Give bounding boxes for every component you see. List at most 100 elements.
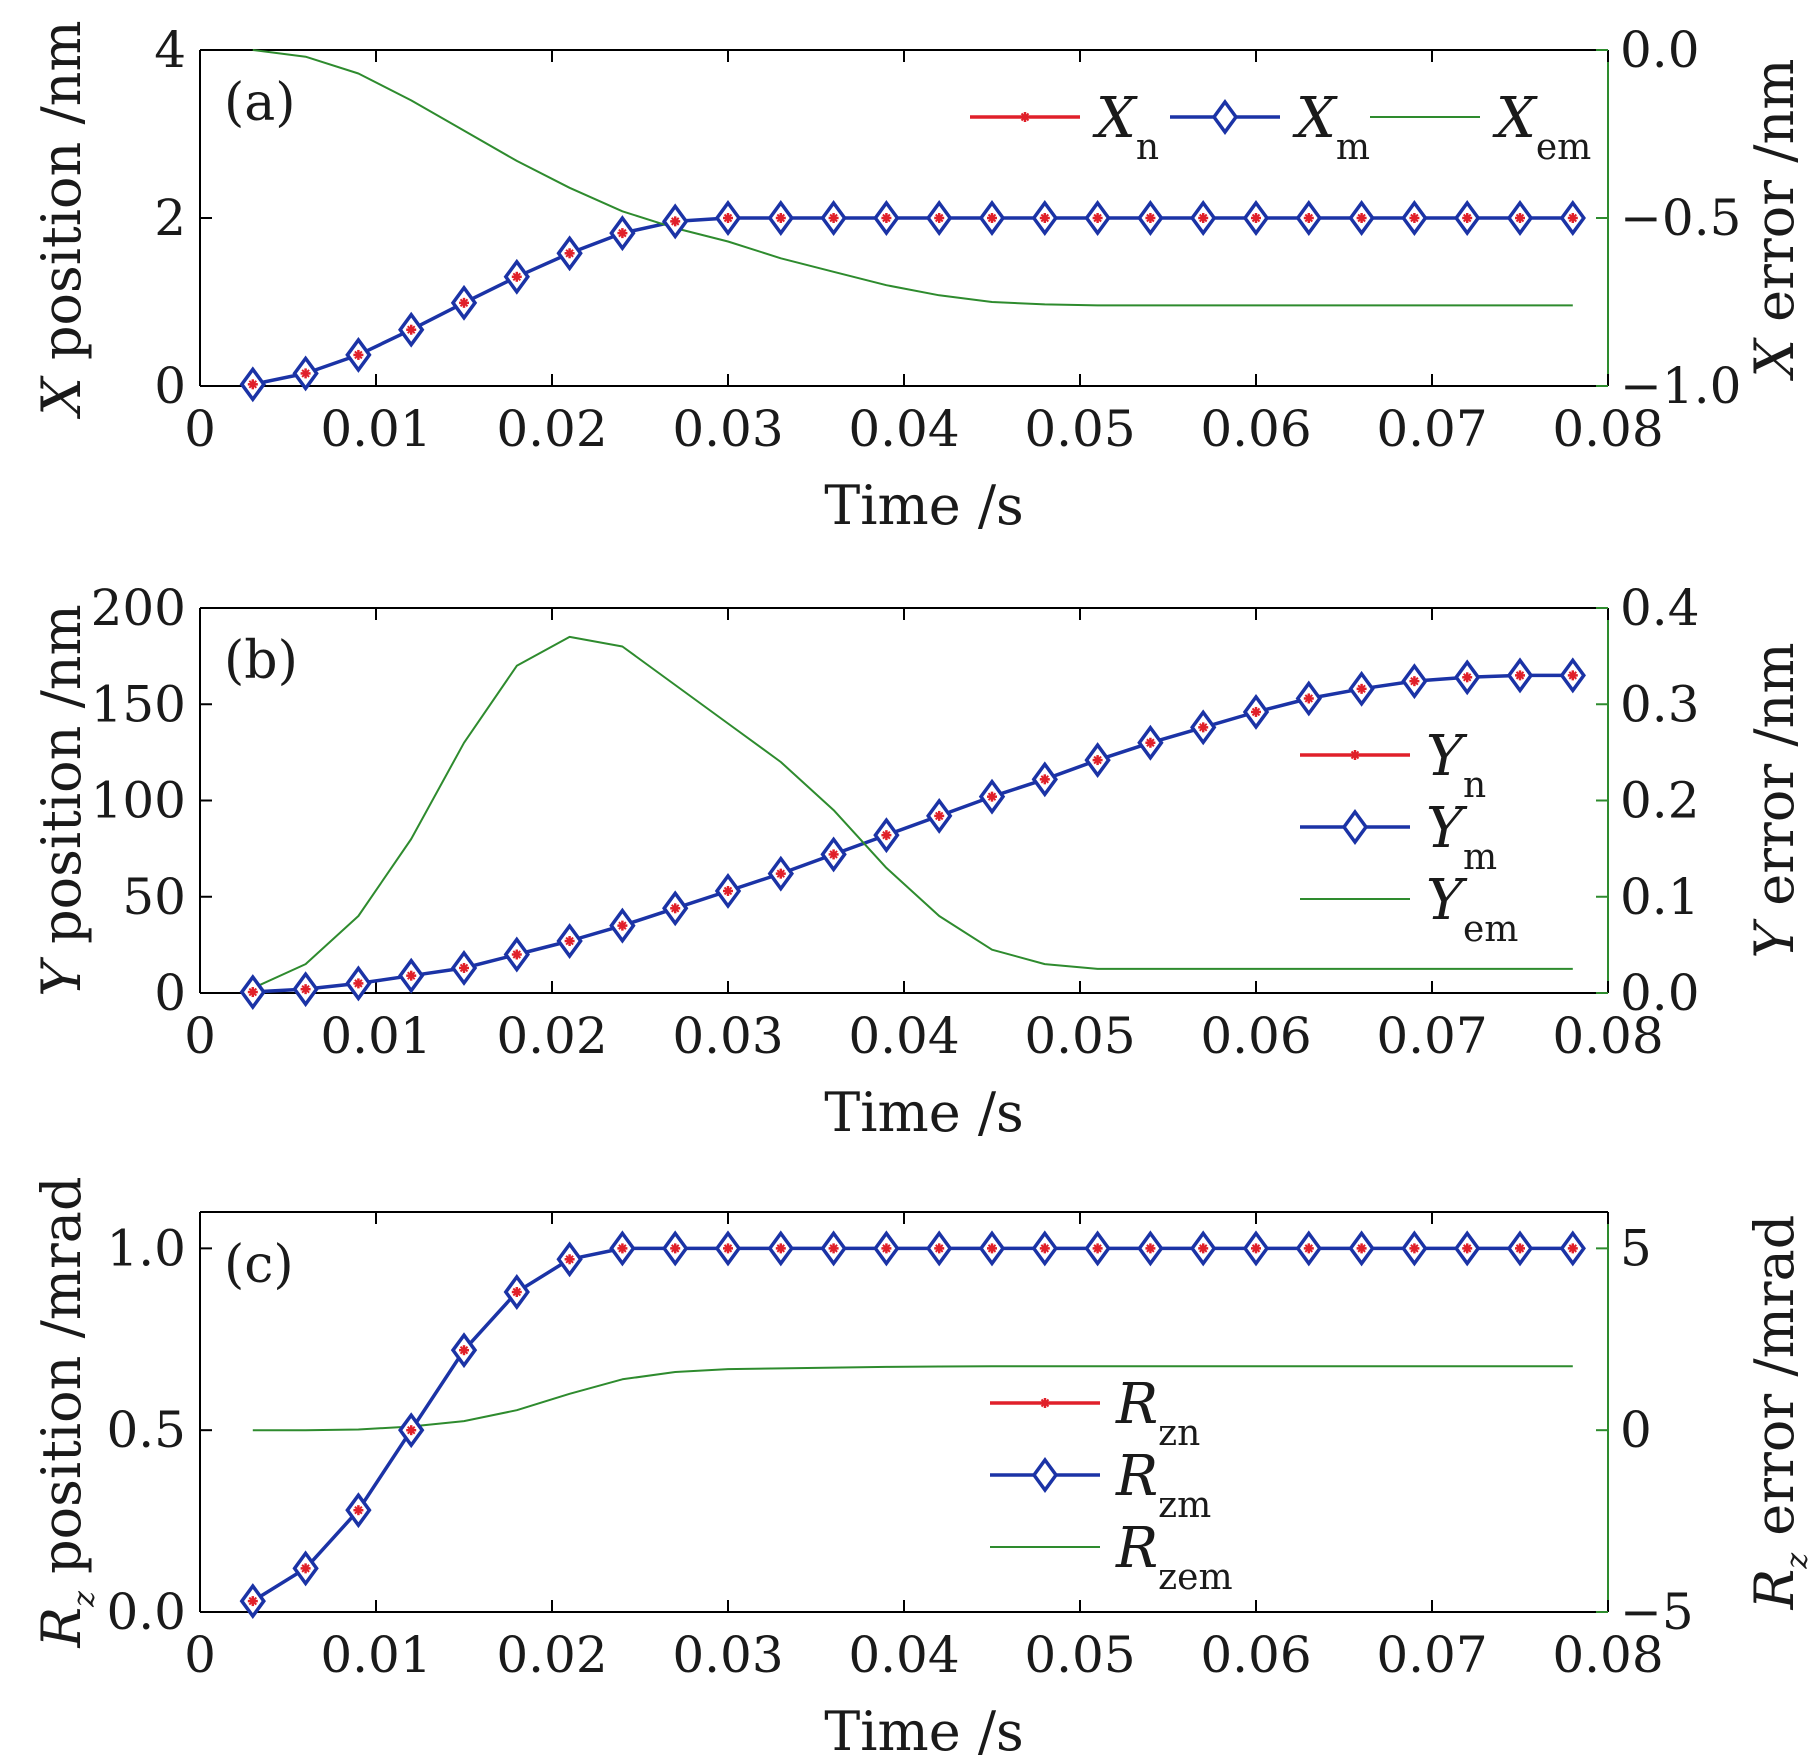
y-right-title: Rz error /mrad (1743, 1215, 1808, 1611)
data-point (1409, 213, 1420, 223)
data-point (1567, 1243, 1578, 1254)
data-point (1039, 213, 1050, 223)
data-point (934, 1243, 945, 1254)
x-tick-label: 0.03 (672, 1007, 783, 1065)
data-point (775, 1243, 786, 1254)
data-point (617, 1243, 628, 1254)
y-left-title-text: Rz position /mrad (30, 1176, 102, 1648)
data-point (1251, 213, 1261, 223)
data-point (1145, 1243, 1156, 1254)
series-line (252, 673, 1573, 994)
data-point (511, 1287, 522, 1297)
data-point (828, 213, 839, 223)
x-axis-title: Time /s (824, 1081, 1024, 1144)
legend-label: Ym (1426, 796, 1497, 878)
series-y-m (252, 673, 1573, 994)
y-left-tick-label: 100 (91, 772, 186, 830)
data-point (987, 213, 997, 223)
legend-label: Yn (1426, 724, 1486, 806)
series-x-n (252, 216, 1573, 386)
data-point (828, 849, 839, 860)
y-left-tick-label: 4 (154, 21, 186, 79)
x-tick-label: 0.04 (848, 400, 959, 458)
y-right-tick-label: 0.2 (1620, 772, 1700, 830)
y-left-tick-label: 50 (122, 868, 186, 926)
y-right-tick-label: 5 (1620, 1219, 1652, 1277)
y-left-tick-label: 0 (154, 964, 186, 1022)
series-x-m (252, 216, 1573, 387)
y-left-title: Rz position /mrad (30, 1176, 102, 1648)
data-point (406, 324, 417, 335)
series-line (252, 49, 1573, 307)
data-point (247, 1596, 258, 1607)
series-r-zm (251, 1246, 1573, 1603)
y-left-tick-label: 200 (91, 579, 186, 637)
data-point (1303, 693, 1314, 704)
x-tick-label: 0.03 (672, 1626, 783, 1684)
data-point (1462, 213, 1473, 223)
data-point (1198, 1243, 1209, 1254)
data-point (1092, 213, 1103, 223)
data-point (934, 810, 945, 821)
x-tick-label: 0 (184, 1007, 216, 1065)
series-line (252, 1365, 1573, 1432)
data-point (1515, 670, 1525, 681)
data-point (1567, 670, 1578, 681)
legend-entry: Xn (970, 86, 1159, 168)
x-tick-label: 0.02 (496, 1007, 607, 1065)
x-tick-label: 0.06 (1200, 1626, 1311, 1684)
data-point (828, 1243, 839, 1254)
y-left-tick-label: 1.0 (106, 1219, 186, 1277)
data-point (723, 213, 733, 223)
legend-label: Xn (1092, 86, 1159, 168)
series-line (252, 216, 1573, 386)
data-point (1145, 737, 1156, 748)
x-tick-label: 0 (184, 400, 216, 458)
series-x-em (252, 49, 1573, 307)
data-point (353, 978, 364, 989)
x-tick-label: 0.03 (672, 400, 783, 458)
x-tick-label: 0.02 (496, 1626, 607, 1684)
x-tick-label: 0.08 (1552, 1007, 1663, 1065)
y-left-tick-label: 150 (91, 675, 186, 733)
data-point (934, 213, 945, 223)
data-point (1462, 1243, 1473, 1254)
x-tick-label: 0.08 (1552, 1626, 1663, 1684)
data-point (617, 228, 628, 239)
data-point (511, 271, 522, 282)
data-point (247, 987, 258, 998)
data-point (1409, 1243, 1420, 1254)
series-y-em (252, 635, 1573, 990)
data-point (670, 1243, 681, 1254)
panel-label: (a) (224, 73, 296, 133)
y-right-tick-label: 0 (1620, 1401, 1652, 1459)
data-point (1251, 706, 1261, 717)
data-point (881, 830, 892, 841)
legend-marker (1040, 1398, 1050, 1408)
y-right-tick-label: 0.1 (1620, 868, 1700, 926)
legend-label: Xem (1492, 86, 1591, 168)
y-left-tick-label: 0 (154, 357, 186, 415)
data-point (1356, 213, 1367, 223)
x-axis-title: Time /s (824, 474, 1024, 537)
y-right-title-text: X error /nm (1743, 59, 1806, 382)
y-left-title-text: Y position /nm (30, 604, 93, 996)
y-right-tick-label: −0.5 (1620, 189, 1741, 247)
y-left-title-text: X position /nm (30, 20, 93, 419)
data-point (670, 216, 681, 227)
data-point (881, 213, 892, 223)
x-tick-label: 0.07 (1376, 1626, 1487, 1684)
data-point (1567, 213, 1578, 223)
data-point (353, 1505, 364, 1516)
legend-label: Rzem (1115, 1516, 1233, 1598)
markers-y-m (239, 657, 1586, 1010)
panel-label: (c) (224, 1235, 294, 1295)
y-right-tick-label: −1.0 (1620, 357, 1741, 415)
legend-label: Xm (1292, 86, 1370, 168)
x-tick-label: 0.05 (1024, 1007, 1135, 1065)
x-tick-label: 0.05 (1024, 1626, 1135, 1684)
data-point (1356, 683, 1367, 694)
